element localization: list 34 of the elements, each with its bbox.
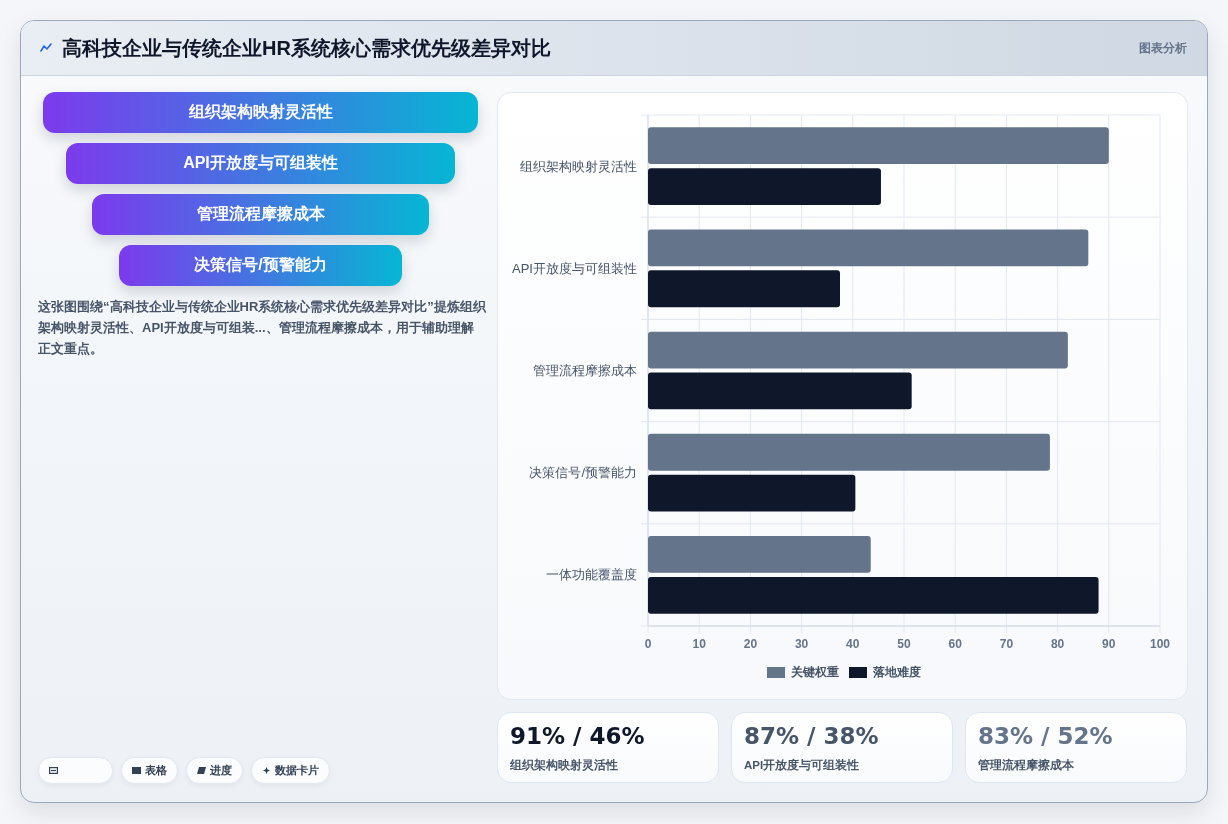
y-tick-label: 管理流程摩擦成本: [533, 363, 637, 378]
x-tick-label: 30: [794, 637, 809, 651]
text: 87% / 38%: [744, 722, 879, 750]
text: 管理流程摩擦成本: [91, 194, 430, 235]
text: 数据卡片: [275, 763, 319, 778]
text: 进度: [210, 763, 232, 778]
text: 表格: [145, 763, 167, 778]
text: API开放度与可组装性: [744, 757, 860, 773]
x-tick-label: 20: [743, 637, 758, 651]
y-tick-label: 决策信号/预警能力: [529, 465, 637, 481]
y-tick-label: 组织架构映射灵活性: [520, 158, 637, 174]
y-tick-label: API开放度与可组装性: [512, 260, 637, 276]
text: API开放度与可组装性: [66, 143, 455, 184]
legend-label: 关键权重: [790, 665, 839, 679]
x-tick-label: 60: [948, 637, 963, 651]
y-tick-label: 一体功能覆盖度: [546, 567, 637, 583]
x-tick-label: 100: [1149, 637, 1171, 651]
legend-label: 落地难度: [872, 665, 921, 679]
text: 91% / 46%: [510, 722, 645, 750]
text: 组织架构映射灵活性: [43, 92, 478, 133]
x-tick-label: 0: [644, 637, 652, 651]
x-tick-label: 80: [1050, 637, 1065, 651]
text: 这张图围绕“高科技企业与传统企业HR系统核心需求优先级差异对比”提炼组织架构映射灵活性、API开放度与可组装...、管理流程摩擦成本，用于辅助理解正文重点。: [38, 298, 486, 358]
x-tick-label: 40: [846, 637, 860, 651]
x-tick-label: 70: [999, 637, 1014, 651]
x-tick-label: 90: [1102, 637, 1116, 651]
text: 管理流程摩擦成本: [978, 757, 1074, 773]
text: 组织架构映射灵活性: [510, 757, 618, 773]
text: 83% / 52%: [978, 722, 1113, 750]
x-tick-label: 50: [897, 637, 911, 651]
x-tick-label: 10: [692, 637, 707, 651]
text: 图表分析: [1138, 40, 1187, 56]
text: 高科技企业与传统企业HR系统核心需求优先级差异对比: [62, 36, 551, 60]
text: 决策信号/预警能力: [118, 245, 403, 286]
